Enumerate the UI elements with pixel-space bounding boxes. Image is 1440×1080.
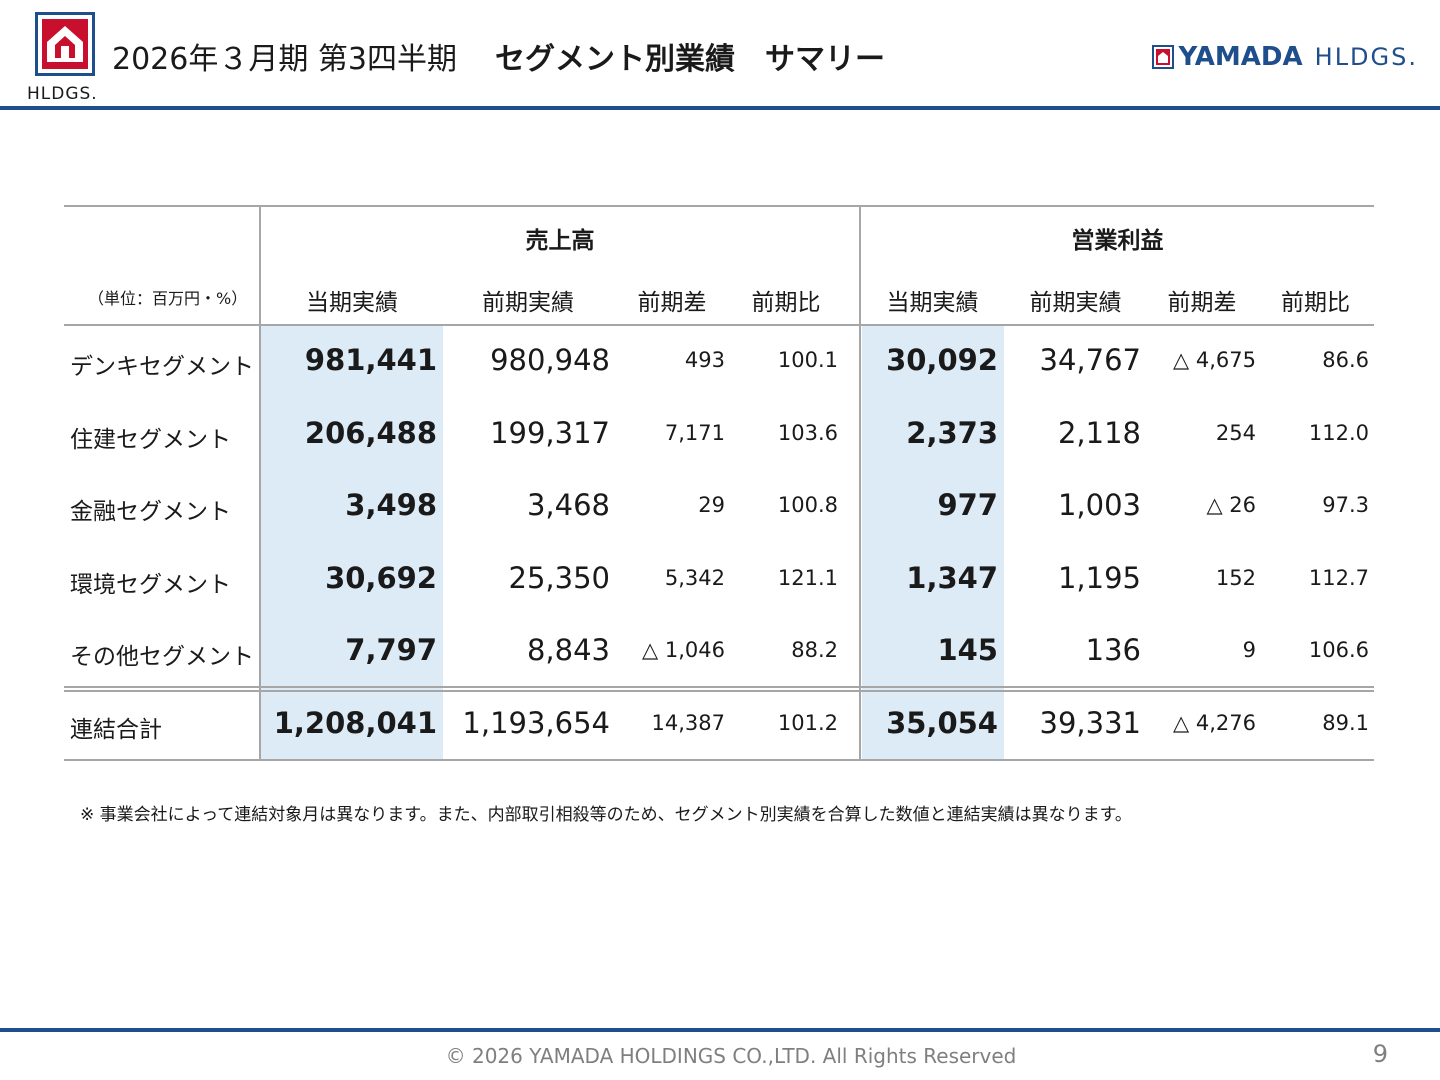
table-row-total-col-0: 1,208,041	[273, 706, 437, 740]
table-row-1-col-4: 2,373	[906, 416, 998, 450]
table-row-1-col-7: 112.0	[1308, 421, 1369, 445]
table-row-4-label: その他セグメント	[70, 644, 254, 670]
table-row-4-col-0: 7,797	[345, 633, 437, 667]
header-bottom-border	[64, 324, 1374, 326]
table-row-3-col-2: 5,342	[664, 566, 725, 590]
yamada-hldgs-logo: YAMADA HLDGS.	[1152, 42, 1418, 72]
table-row-4-col-6: 9	[1242, 638, 1256, 662]
table-row-4-col-7: 106.6	[1308, 638, 1369, 662]
table-row-4-col-5: 136	[1085, 633, 1141, 667]
table-row-4-col-2: △ 1,046	[642, 638, 725, 662]
table-top-border	[64, 205, 1374, 207]
table-row-0-col-7: 86.6	[1322, 348, 1369, 372]
highlight-profit-current	[862, 325, 1004, 761]
table-row-3-label: 環境セグメント	[70, 572, 231, 598]
table-row-2-col-0: 3,498	[345, 488, 437, 522]
table-bottom-border	[64, 759, 1374, 761]
table-row-1-label: 住建セグメント	[70, 427, 231, 453]
table-row-2-col-3: 100.8	[777, 493, 838, 517]
group-divider	[859, 205, 861, 761]
table-row-2-col-2: 29	[698, 493, 725, 517]
table-row-1-col-6: 254	[1215, 421, 1256, 445]
table-row-2-label: 金融セグメント	[70, 499, 231, 525]
unit-label: （単位：百万円・%）	[88, 289, 248, 308]
table-row-3-col-3: 121.1	[777, 566, 838, 590]
table-row-1-col-3: 103.6	[777, 421, 838, 445]
table-row-total-col-3: 101.2	[777, 711, 838, 735]
table-row-total-col-5: 39,331	[1039, 706, 1141, 740]
logo-left-text: HLDGS.	[27, 84, 98, 104]
table-row-3-col-1: 25,350	[508, 561, 610, 595]
table-row-4-col-3: 88.2	[791, 638, 838, 662]
label-column-divider	[259, 205, 261, 761]
highlight-sales-current	[261, 325, 443, 761]
table-row-1-col-5: 2,118	[1057, 416, 1141, 450]
col-header-sales-prior: 前期実績	[482, 290, 574, 316]
table-row-total-col-6: △ 4,276	[1173, 711, 1256, 735]
table-row-0-col-3: 100.1	[777, 348, 838, 372]
col-header-sales-current: 当期実績	[306, 290, 398, 316]
logo-sub-text: HLDGS.	[1314, 43, 1418, 71]
table-row-0-col-5: 34,767	[1039, 343, 1141, 377]
table-row-0-col-0: 981,441	[304, 343, 437, 377]
table-row-3-col-5: 1,195	[1057, 561, 1141, 595]
col-header-profit-current: 当期実績	[886, 290, 979, 316]
table-row-2-col-6: △ 26	[1206, 493, 1256, 517]
table-row-2-col-5: 1,003	[1057, 488, 1141, 522]
segment-summary-table: 売上高 営業利益 （単位：百万円・%） 当期実績 前期実績 前期差 前期比 当期…	[64, 205, 1374, 761]
yamada-logo-icon	[35, 12, 95, 76]
copyright: © 2026 YAMADA HOLDINGS CO.,LTD. All Righ…	[445, 1044, 1017, 1068]
table-row-3-col-6: 152	[1215, 566, 1256, 590]
table-row-2-col-1: 3,468	[526, 488, 610, 522]
page-number: 9	[1372, 1040, 1388, 1068]
yamada-mark-icon	[1152, 45, 1175, 69]
table-row-4-col-1: 8,843	[526, 633, 610, 667]
col-header-sales-ratio: 前期比	[751, 290, 821, 316]
table-row-1-col-2: 7,171	[664, 421, 725, 445]
table-row-0-col-1: 980,948	[490, 343, 610, 377]
table-row-0-col-4: 30,092	[886, 343, 998, 377]
table-row-total-col-1: 1,193,654	[462, 706, 610, 740]
col-header-profit-ratio: 前期比	[1281, 290, 1350, 316]
table-row-total-col-4: 35,054	[886, 706, 998, 740]
logo-brand-text: YAMADA	[1178, 42, 1303, 72]
col-header-sales-diff: 前期差	[637, 290, 707, 316]
footnote: ※ 事業会社によって連結対象月は異なります。また、内部取引相殺等のため、セグメン…	[80, 805, 1132, 825]
title-main: セグメント別業績 サマリー	[494, 42, 885, 77]
group-header-sales: 売上高	[525, 228, 595, 254]
total-separator-top	[64, 686, 1374, 688]
period-label: 2026年３月期 第3四半期	[112, 42, 457, 77]
total-separator-bottom	[64, 690, 1374, 692]
table-row-total-label: 連結合計	[70, 717, 162, 743]
col-header-profit-diff: 前期差	[1167, 290, 1237, 316]
table-row-2-col-7: 97.3	[1322, 493, 1369, 517]
table-row-0-col-6: △ 4,675	[1173, 348, 1256, 372]
footer-divider	[0, 1028, 1440, 1032]
table-row-0-col-2: 493	[684, 348, 725, 372]
table-row-2-col-4: 977	[937, 488, 998, 522]
table-row-total-col-7: 89.1	[1322, 711, 1369, 735]
table-row-total-col-2: 14,387	[651, 711, 725, 735]
table-row-0-label: デンキセグメント	[70, 354, 254, 380]
header-divider	[0, 106, 1440, 110]
page-title: 2026年３月期 第3四半期 セグメント別業績 サマリー	[112, 34, 885, 78]
col-header-profit-prior: 前期実績	[1029, 290, 1122, 316]
table-row-3-col-0: 30,692	[325, 561, 437, 595]
group-header-operating-profit: 営業利益	[1071, 228, 1164, 254]
table-row-3-col-7: 112.7	[1308, 566, 1369, 590]
table-row-1-col-0: 206,488	[304, 416, 437, 450]
table-row-1-col-1: 199,317	[490, 416, 610, 450]
table-row-3-col-4: 1,347	[906, 561, 998, 595]
table-row-4-col-4: 145	[937, 633, 998, 667]
